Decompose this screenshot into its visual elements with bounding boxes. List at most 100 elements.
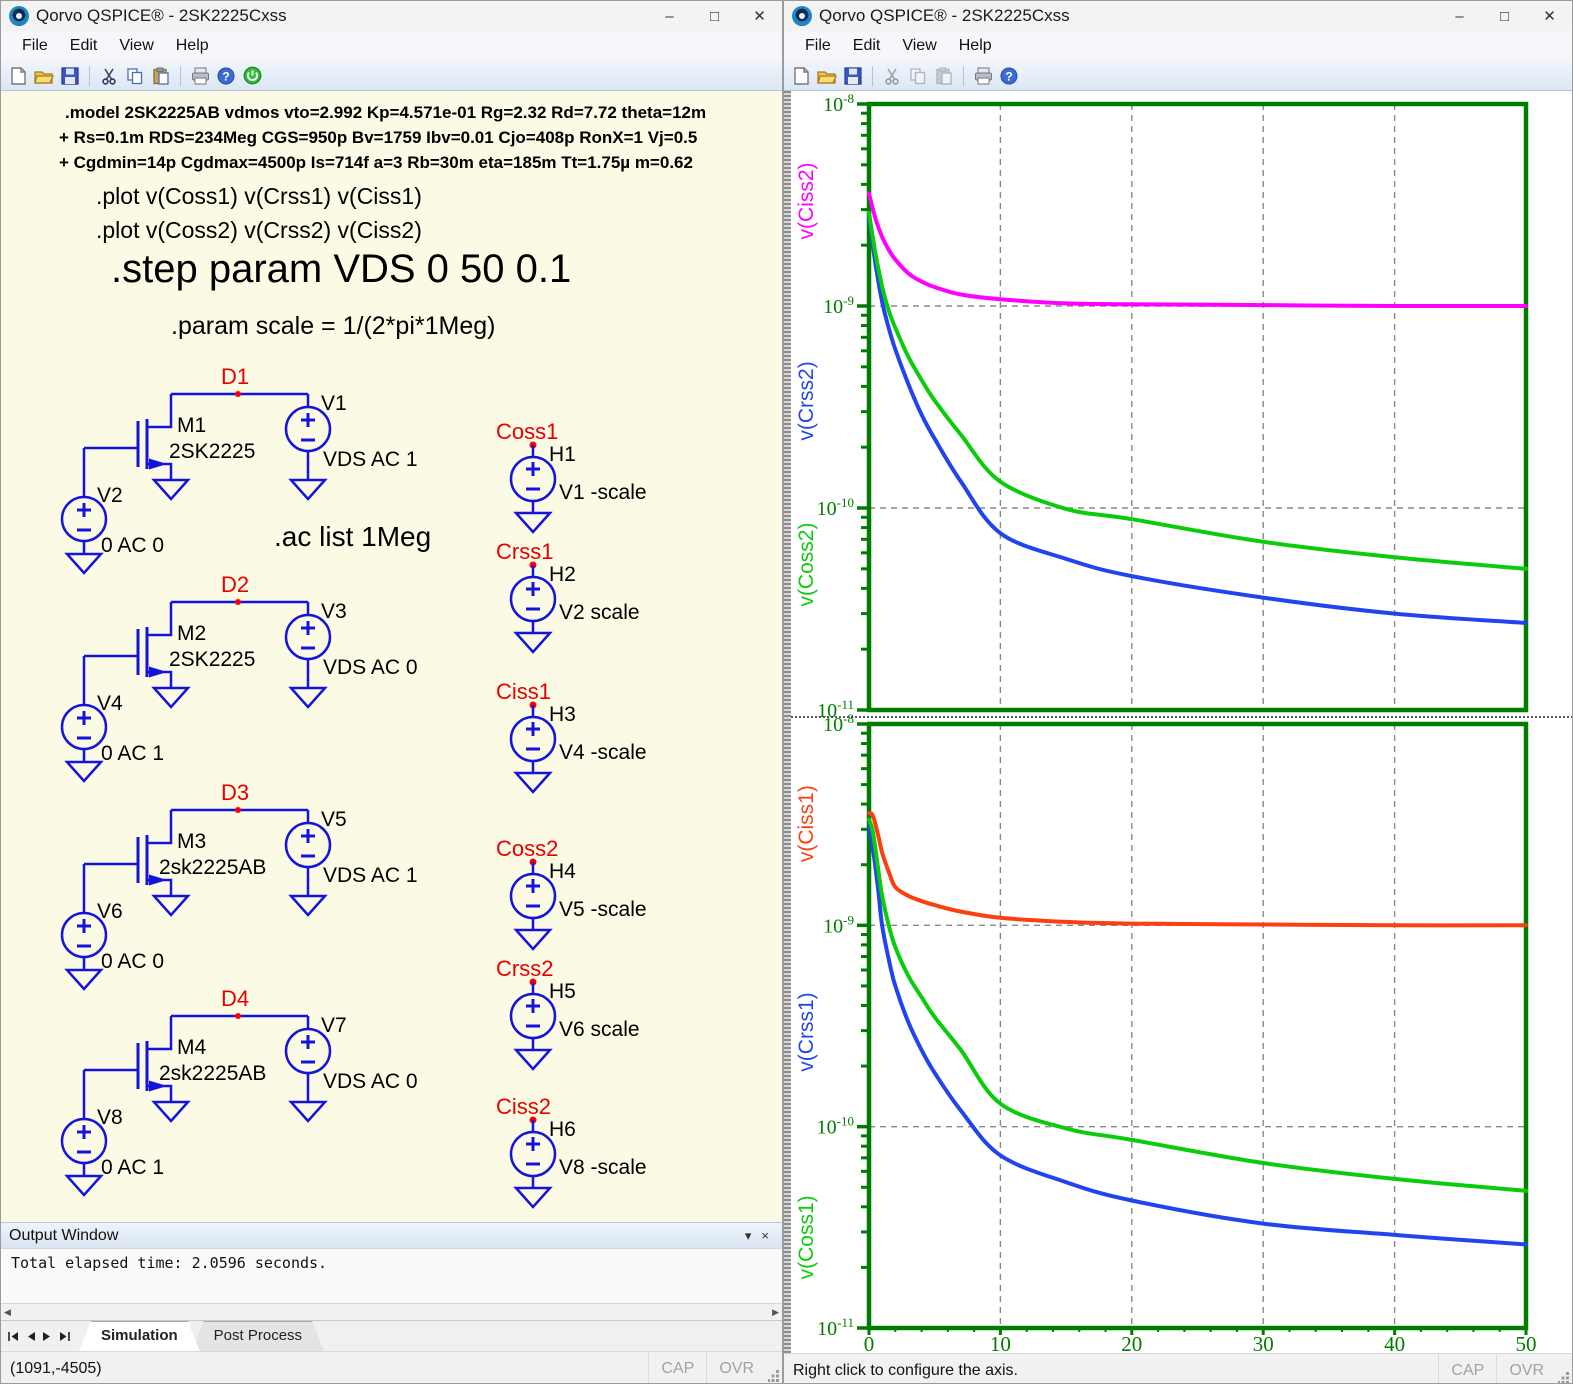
menu-edit[interactable]: Edit <box>59 34 109 58</box>
menu-help[interactable]: Help <box>165 34 220 58</box>
hsource-name: H5 <box>549 980 576 1003</box>
trace-label[interactable]: v(Crss2) <box>795 361 818 440</box>
print-icon[interactable] <box>189 65 211 87</box>
scroll-right-icon[interactable]: ▶ <box>772 1308 779 1317</box>
output-log[interactable]: Total elapsed time: 2.0596 seconds. <box>1 1248 782 1304</box>
resize-grip[interactable] <box>1556 1354 1572 1384</box>
help-icon[interactable]: ? <box>215 65 237 87</box>
param-directive: .param scale = 1/(2*pi*1Meg) <box>171 312 495 340</box>
trace-label[interactable]: v(Ciss2) <box>795 162 818 239</box>
net-label: D2 <box>221 572 249 597</box>
menu-file[interactable]: File <box>11 34 59 58</box>
waveform-plot-area[interactable]: 10-810-910-1010-11v(Ciss2)v(Crss2)v(Coss… <box>784 91 1572 1353</box>
help-icon[interactable]: ? <box>998 65 1020 87</box>
waveform-plots: 10-810-910-1010-11v(Ciss2)v(Crss2)v(Coss… <box>791 91 1572 1353</box>
prev-tab-icon[interactable] <box>26 1331 36 1342</box>
vsource-name: V2 <box>97 484 123 507</box>
x-tick-label: 10 <box>990 1332 1011 1353</box>
hsource-name: H4 <box>549 860 576 883</box>
hsource-value: V1 -scale <box>559 481 647 504</box>
x-tick-label: 0 <box>864 1332 875 1353</box>
y-tick-label: 10-10 <box>817 495 854 520</box>
vsource-name: V5 <box>321 808 347 831</box>
trace-label[interactable]: v(Coss1) <box>795 1195 818 1279</box>
cut-icon <box>881 65 903 87</box>
mosfet-name: M2 <box>177 622 206 645</box>
vsource-value: VDS AC 1 <box>323 448 418 471</box>
copy-icon[interactable] <box>124 65 146 87</box>
curve-v(Ciss2)[interactable] <box>869 194 1526 306</box>
trace-label[interactable]: v(Ciss1) <box>795 785 818 862</box>
tab-simulation[interactable]: Simulation <box>79 1321 200 1351</box>
open-file-icon[interactable] <box>33 65 55 87</box>
vsource-name: V7 <box>321 1014 347 1037</box>
tab-post-process[interactable]: Post Process <box>192 1321 324 1351</box>
svg-text:?: ? <box>1005 69 1012 83</box>
mosfet-name: M3 <box>177 830 206 853</box>
save-icon[interactable] <box>842 65 864 87</box>
output-dropdown-icon[interactable]: ▾ <box>740 1228 757 1244</box>
trace-label[interactable]: v(Coss2) <box>795 523 818 607</box>
y-tick-label: 10-9 <box>823 912 854 937</box>
vsource-name: V4 <box>97 692 123 715</box>
menu-view[interactable]: View <box>108 34 164 58</box>
open-file-icon[interactable] <box>816 65 838 87</box>
hsource-value: V8 -scale <box>559 1156 647 1179</box>
next-tab-icon[interactable] <box>42 1331 52 1342</box>
output-horizontal-scrollbar[interactable]: ◀ ▶ <box>1 1304 782 1320</box>
scroll-left-icon[interactable]: ◀ <box>4 1308 11 1317</box>
net-label: Crss1 <box>496 539 553 564</box>
vsource-name: V1 <box>321 392 347 415</box>
hsource-name: H1 <box>549 443 576 466</box>
resize-grip[interactable] <box>766 1352 782 1384</box>
new-file-icon[interactable] <box>7 65 29 87</box>
maximize-button[interactable]: □ <box>1482 1 1527 31</box>
toolbar-separator <box>963 66 964 86</box>
curve-v(Ciss1)[interactable] <box>869 813 1526 925</box>
menu-view[interactable]: View <box>891 34 947 58</box>
vsource-value: 0 AC 1 <box>101 742 164 765</box>
menubar: File Edit View Help <box>784 31 1572 61</box>
minimize-button[interactable]: – <box>647 1 692 31</box>
vsource-value: VDS AC 0 <box>323 656 418 679</box>
print-icon[interactable] <box>972 65 994 87</box>
run-simulation-icon[interactable] <box>241 65 263 87</box>
net-label: Crss2 <box>496 956 553 981</box>
titlebar[interactable]: Qorvo QSPICE® - 2SK2225Cxss – □ ✕ <box>784 1 1572 31</box>
first-tab-icon[interactable] <box>7 1331 20 1342</box>
vsource-name: V3 <box>321 600 347 623</box>
mosfet-model: 2sk2225AB <box>159 1062 266 1085</box>
hsource-value: V2 scale <box>559 601 640 624</box>
menubar: File Edit View Help <box>1 31 782 61</box>
trace-label[interactable]: v(Crss1) <box>795 992 818 1071</box>
schematic-canvas[interactable]: .model 2SK2225AB vdmos vto=2.992 Kp=4.57… <box>1 91 782 1222</box>
maximize-button[interactable]: □ <box>692 1 737 31</box>
tab-bar: Simulation Post Process <box>1 1320 782 1351</box>
net-label: Ciss1 <box>496 679 551 704</box>
x-tick-label: 20 <box>1121 1332 1142 1353</box>
paste-icon[interactable] <box>150 65 172 87</box>
hsource-value: V6 scale <box>559 1018 640 1041</box>
close-button[interactable]: ✕ <box>1527 1 1572 31</box>
cut-icon[interactable] <box>98 65 120 87</box>
last-tab-icon[interactable] <box>58 1331 71 1342</box>
net-label: D1 <box>221 364 249 389</box>
new-file-icon[interactable] <box>790 65 812 87</box>
save-icon[interactable] <box>59 65 81 87</box>
caps-lock-indicator: CAP <box>1438 1354 1496 1384</box>
waveform-window: Qorvo QSPICE® - 2SK2225Cxss – □ ✕ File E… <box>783 0 1573 1384</box>
titlebar[interactable]: Qorvo QSPICE® - 2SK2225Cxss – □ ✕ <box>1 1 782 31</box>
plot-frame <box>869 104 1526 710</box>
minimize-button[interactable]: – <box>1437 1 1482 31</box>
menu-help[interactable]: Help <box>948 34 1003 58</box>
menu-file[interactable]: File <box>794 34 842 58</box>
x-tick-label: 40 <box>1384 1332 1405 1353</box>
copy-icon <box>907 65 929 87</box>
curve-v(Coss2)[interactable] <box>869 213 1526 569</box>
plot-directive-1: .plot v(Coss1) v(Crss1) v(Ciss1) <box>96 183 422 209</box>
close-button[interactable]: ✕ <box>737 1 782 31</box>
menu-edit[interactable]: Edit <box>842 34 892 58</box>
hsource-name: H6 <box>549 1118 576 1141</box>
output-close-icon[interactable]: × <box>756 1228 774 1243</box>
curve-v(Coss1)[interactable] <box>869 820 1526 1191</box>
